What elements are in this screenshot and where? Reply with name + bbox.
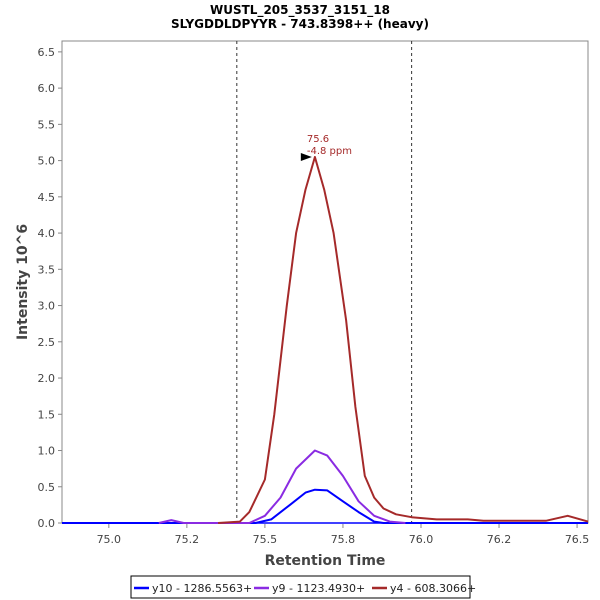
y-tick-label: 6.5 — [38, 46, 56, 59]
y-tick-label: 1.0 — [38, 445, 56, 458]
y-tick-label: 0.0 — [38, 517, 56, 530]
plot-frame — [61, 40, 589, 524]
chart-subtitle: SLYGDDLDPYYR - 743.8398++ (heavy) — [171, 17, 429, 31]
x-tick-label: 75.0 — [97, 533, 122, 546]
y-tick-label: 3.0 — [38, 300, 56, 313]
legend-item: y4 - 608.3066+ — [390, 582, 476, 595]
legend-box — [130, 575, 471, 599]
x-tick-label: 76.5 — [565, 533, 590, 546]
y-tick-label: 0.5 — [38, 481, 56, 494]
y-tick-label: 1.5 — [38, 408, 56, 421]
peak-marker-icon — [300, 152, 312, 161]
chart-title: WUSTL_205_3537_3151_18 — [210, 3, 390, 18]
x-tick-label: 76.2 — [487, 533, 512, 546]
series-line-y4 — [218, 156, 589, 524]
x-tick-label: 75.5 — [253, 533, 278, 546]
legend-item: y10 - 1286.5563+ — [152, 582, 252, 595]
y-tick-label: 4.5 — [38, 191, 56, 204]
y-tick-label: 5.5 — [38, 118, 56, 131]
legend-item: y9 - 1123.4930+ — [272, 582, 365, 595]
y-tick-label: 2.5 — [38, 336, 56, 349]
y-tick-label: 6.0 — [38, 82, 56, 95]
y-tick-label: 5.0 — [38, 155, 56, 168]
x-tick-label: 75.2 — [175, 533, 200, 546]
x-axis-label: Retention Time — [265, 553, 386, 569]
annotation-ppm: -4.8 ppm — [307, 146, 352, 157]
annotation-rt: 75.6 — [307, 134, 329, 145]
y-tick-label: 4.0 — [38, 227, 56, 240]
y-tick-label: 3.5 — [38, 263, 56, 276]
x-tick-label: 75.8 — [331, 533, 356, 546]
series-line-y9 — [158, 449, 406, 524]
y-tick-label: 2.0 — [38, 372, 56, 385]
y-axis-label: Intensity 10^6 — [15, 224, 31, 340]
series-line-y10 — [62, 488, 588, 524]
x-tick-label: 76.0 — [409, 533, 434, 546]
